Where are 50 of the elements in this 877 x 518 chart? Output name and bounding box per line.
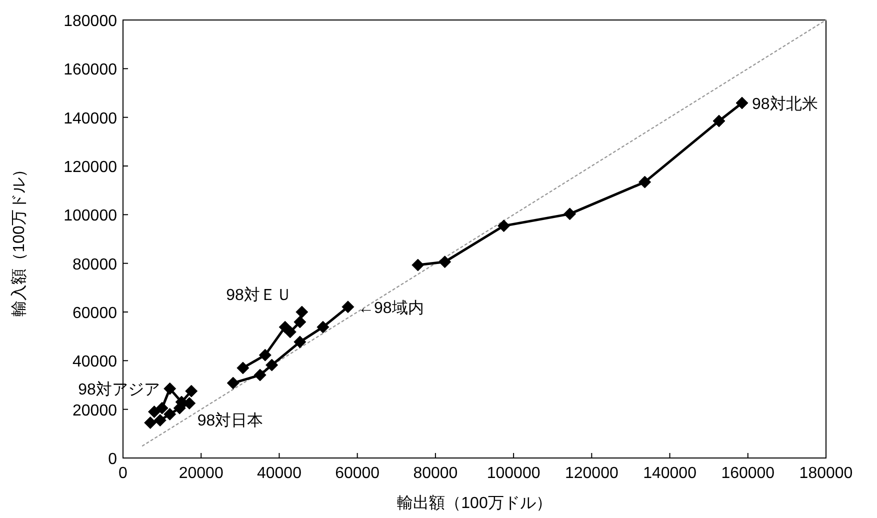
point <box>164 382 176 395</box>
point <box>144 416 157 429</box>
y-tick-label: 160000 <box>64 62 118 79</box>
y-tick-label: 140000 <box>64 110 118 128</box>
x-tick-label: 60000 <box>335 465 380 482</box>
point <box>266 358 278 372</box>
point <box>736 96 748 110</box>
y-tick-label: 0 <box>108 451 118 468</box>
point <box>156 402 168 414</box>
point <box>498 220 510 232</box>
y-tick-label: 20000 <box>72 402 118 420</box>
x-tick-label: 160000 <box>721 465 775 482</box>
point <box>254 368 266 382</box>
x-tick-label: 80000 <box>413 465 458 482</box>
annotation: 98対ＥＵ <box>226 286 292 304</box>
point <box>185 384 198 398</box>
point <box>294 316 306 328</box>
point <box>296 306 308 318</box>
x-tick-label: 180000 <box>799 465 853 482</box>
x-tick-label: 40000 <box>256 465 302 482</box>
point <box>638 176 652 188</box>
y-tick-label: 40000 <box>72 354 118 371</box>
x-tick-label: 100000 <box>486 465 540 482</box>
point <box>412 258 424 272</box>
point <box>226 376 240 390</box>
point <box>342 300 354 314</box>
point <box>712 114 726 128</box>
point <box>154 414 166 427</box>
y-tick-label: 180000 <box>64 13 118 30</box>
y-tick-label: 80000 <box>72 256 118 274</box>
x-tick-label: 20000 <box>178 465 224 482</box>
y-axis-title: 輸入額（100万ドル） <box>10 162 28 316</box>
point <box>316 320 330 334</box>
annotation: ←98域内 <box>358 298 424 317</box>
point <box>164 408 176 420</box>
point <box>438 256 452 268</box>
annotation: 98対日本 <box>197 411 264 430</box>
point <box>284 326 296 338</box>
point <box>564 208 576 220</box>
x-tick-label: 140000 <box>643 465 697 482</box>
x-tick-label: 120000 <box>564 465 618 482</box>
annotation: 98対北米 <box>752 94 818 113</box>
point <box>258 348 272 362</box>
point <box>236 362 250 374</box>
point <box>294 336 306 348</box>
y-tick-label: 120000 <box>64 159 118 176</box>
y-tick-label: 100000 <box>64 208 118 225</box>
y-tick-label: 60000 <box>72 305 118 322</box>
x-tick-label: 0 <box>118 465 128 482</box>
x-axis-title: 輸出額（100万ドル） <box>397 494 552 512</box>
